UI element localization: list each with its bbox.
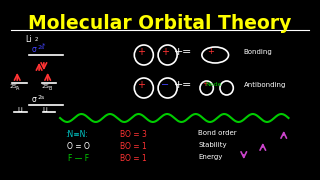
Text: BO = 1: BO = 1 <box>120 154 147 163</box>
Text: *: * <box>42 43 45 49</box>
Text: O = O: O = O <box>67 142 90 151</box>
Text: Li: Li <box>42 107 48 113</box>
Text: 2s: 2s <box>37 95 44 100</box>
Text: Node: Node <box>205 82 221 87</box>
Text: Li: Li <box>17 107 23 113</box>
Text: +: + <box>207 46 214 55</box>
Text: 2S: 2S <box>10 84 18 89</box>
Text: F — F: F — F <box>68 154 89 163</box>
Text: Molecular Orbital Theory: Molecular Orbital Theory <box>28 14 292 33</box>
Text: A: A <box>16 86 20 91</box>
Text: :N≡N:: :N≡N: <box>65 130 88 139</box>
Text: =: = <box>182 47 191 57</box>
Text: −: − <box>161 80 169 90</box>
Text: σ: σ <box>31 45 36 54</box>
Text: B: B <box>49 86 52 91</box>
Text: Antibonding: Antibonding <box>244 82 286 88</box>
Text: =: = <box>182 80 191 90</box>
Text: +: + <box>173 47 183 57</box>
Text: σ: σ <box>31 95 36 104</box>
Text: Bond order: Bond order <box>198 130 237 136</box>
Text: BO = 1: BO = 1 <box>120 142 147 151</box>
Text: Energy: Energy <box>198 154 222 160</box>
Text: Bonding: Bonding <box>244 49 273 55</box>
Text: 2: 2 <box>34 37 38 42</box>
Text: +: + <box>173 80 183 90</box>
Text: +: + <box>137 47 145 57</box>
Text: Li: Li <box>25 35 31 44</box>
Text: 2S: 2S <box>42 84 50 89</box>
Text: Stability: Stability <box>198 142 227 148</box>
Text: +: + <box>137 80 145 90</box>
Text: +: + <box>161 47 169 57</box>
Text: 2s: 2s <box>37 45 44 50</box>
Text: +: + <box>202 81 208 87</box>
Text: BO = 3: BO = 3 <box>120 130 147 139</box>
